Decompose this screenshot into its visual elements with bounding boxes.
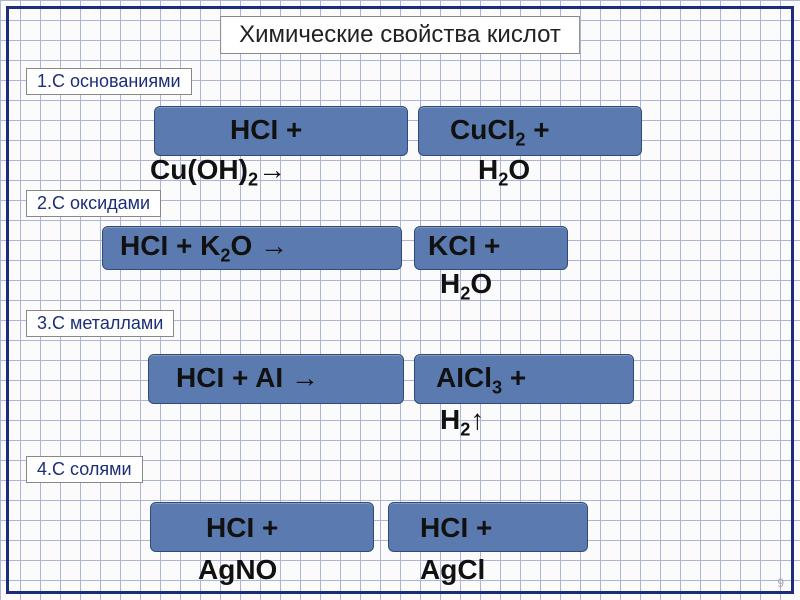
slide: Химические свойства кислот 1.С основания…: [0, 0, 800, 600]
formula-text-10: H2↑: [440, 402, 484, 442]
page-number: 9: [777, 576, 784, 590]
page-title: Химические свойства кислот: [220, 16, 580, 54]
formula-text-12: AgNO: [198, 552, 277, 588]
subhead-3: 3.С металлами: [26, 310, 174, 337]
formula-text-7: H2O: [440, 266, 492, 306]
formula-text-13: HCI +: [420, 510, 492, 546]
subhead-4: 4.С солями: [26, 456, 143, 483]
subhead-2: 2.С оксидами: [26, 190, 161, 217]
subhead-1: 1.С основаниями: [26, 68, 192, 95]
formula-text-8: HCI + AI →: [176, 360, 319, 396]
formula-text-5: HCI + K2O →: [120, 228, 288, 268]
formula-text-2: Cu(OH)2→: [150, 152, 286, 192]
formula-text-4: H2O: [478, 152, 530, 192]
formula-text-9: AICl3 +: [436, 360, 526, 400]
formula-text-11: HCI +: [206, 510, 278, 546]
formula-text-1: HCI +: [230, 112, 302, 148]
formula-text-14: AgCl: [420, 552, 485, 588]
formula-text-6: KCI +: [428, 228, 500, 264]
formula-text-3: CuCI2 +: [450, 112, 550, 152]
